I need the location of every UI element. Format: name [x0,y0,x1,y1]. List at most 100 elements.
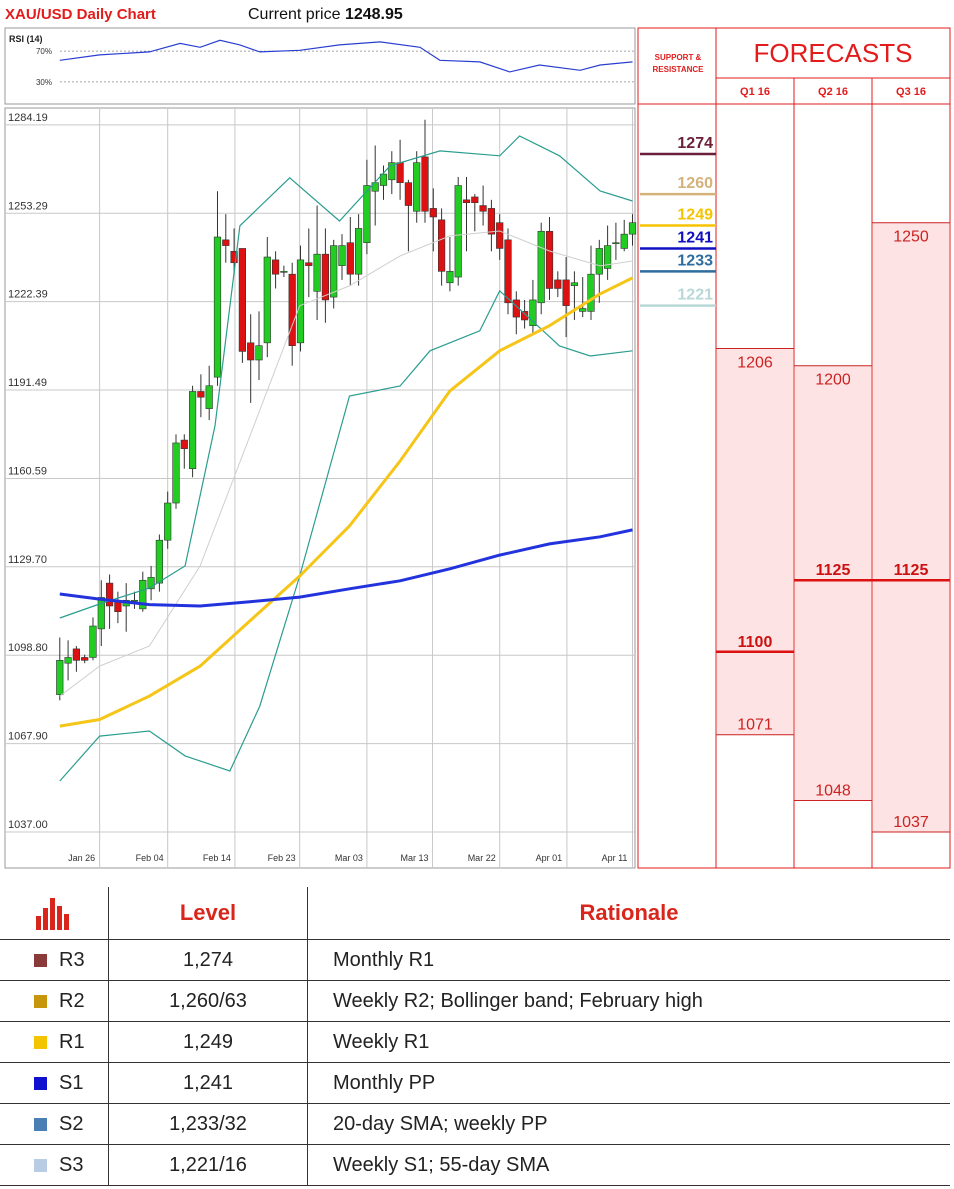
candle-body [562,279,570,306]
candle-body [570,282,579,286]
candle-body [97,597,105,630]
candle-body [180,439,188,449]
level-label: 1221 [677,287,713,304]
overlay-line [59,528,633,608]
candle-body [479,205,487,212]
candle-body [263,256,271,344]
candle-body [604,245,612,269]
candle-body [147,577,155,590]
candle-body [504,239,512,304]
row-label: R2 [59,989,85,1012]
candle-body [139,579,147,610]
plot-frame [4,107,636,869]
row-key: R1 [0,1021,109,1063]
chart-area: XAU/USD Daily Chart Current price 1248.9… [4,6,951,869]
candle-body [330,245,338,298]
y-tick-label: 70% [36,47,52,56]
candle-body [421,156,429,212]
column-header: Q1 16 [740,86,770,98]
overlay-line [59,230,633,697]
candle-body [454,185,462,278]
candle-body [247,342,255,361]
row-rationale: 20-day SMA; weekly PP [307,1103,950,1145]
candle-body [280,271,288,273]
forecast-range [795,365,871,801]
x-tick-label: Mar 13 [400,853,428,863]
candle-body [305,262,313,266]
candle-body [255,345,263,361]
candle-body [429,208,437,218]
forecast-low-label: 1071 [737,717,773,734]
candle-body [288,273,296,346]
level-label: 1249 [677,207,713,224]
y-tick-label: 1191.49 [8,377,47,389]
row-key: S2 [0,1103,109,1145]
forecast-range [873,222,949,832]
candle-body [213,236,222,378]
candle-body [64,657,72,664]
overlay-line [59,289,633,782]
table-row: S1 1,241 Monthly PP [0,1062,950,1104]
row-rationale: Monthly R1 [307,939,950,981]
candle-body [164,502,172,541]
forecast-low-label: 1048 [815,782,851,799]
candle-body [404,182,412,206]
row-label: R3 [59,948,85,971]
forecast-high-label: 1200 [815,372,851,389]
candle-body [155,539,163,584]
row-key: R2 [0,980,109,1022]
candle-body [587,273,595,312]
row-key: S1 [0,1062,109,1104]
forecast-mid-label: 1100 [738,634,773,651]
column-header: Q3 16 [896,86,926,98]
table-row: R2 1,260/63 Weekly R2; Bollinger band; Feb… [0,980,950,1022]
y-tick-label: 1037.00 [8,819,48,831]
x-tick-label: Apr 11 [602,853,628,863]
candle-body [379,173,388,186]
row-level: 1,274 [108,939,308,981]
y-tick-label: 1098.80 [8,642,48,654]
support-resistance-title: SUPPORT & RESISTANCE [652,53,704,74]
table-row: S2 1,233/32 20-day SMA; weekly PP [0,1103,950,1145]
y-tick-label: 1160.59 [8,465,47,477]
candle-body [105,582,114,607]
row-level: 1,249 [108,1021,308,1063]
candle-body [595,248,603,275]
overlay-line [59,276,634,728]
y-tick-label: 30% [36,78,52,87]
candle-body [471,196,479,203]
current-price: Current price 1248.95 [248,6,403,23]
candle-body [72,648,80,661]
header-rationale: Rationale [579,900,679,925]
candle-body [363,185,371,244]
swatch [34,994,47,1008]
candle-body [438,219,446,272]
row-key: S3 [0,1144,109,1186]
column-header: Q2 16 [818,86,848,98]
candle-body [296,259,305,344]
candle-body [462,199,471,203]
swatch [34,1158,47,1172]
level-label: 1241 [677,229,713,246]
forecast-low-label: 1037 [893,814,929,831]
candle-body [496,222,504,249]
y-tick-label: 1253.29 [8,200,48,212]
table-row: R3 1,274 Monthly R1 [0,939,950,981]
row-label: S1 [59,1071,84,1094]
x-tick-label: Feb 04 [136,853,164,863]
candle-body [396,162,404,183]
candle-body [537,230,545,304]
swatch [34,1035,47,1049]
row-level: 1,233/32 [108,1103,308,1145]
forecast-mid-label: 1125 [816,562,851,579]
candle-body [388,162,396,181]
y-tick-label: 1222.39 [8,289,48,301]
level-label: 1233 [677,252,713,269]
x-tick-label: Jan 26 [68,853,95,863]
header-level: Level [108,887,308,940]
candle-body [529,299,537,326]
levels-table: Level Rationale R3 1,274 Monthly R1 R2 1,26… [0,887,950,1186]
rsi-title: RSI (14) [9,34,43,44]
candle-body [230,251,238,264]
